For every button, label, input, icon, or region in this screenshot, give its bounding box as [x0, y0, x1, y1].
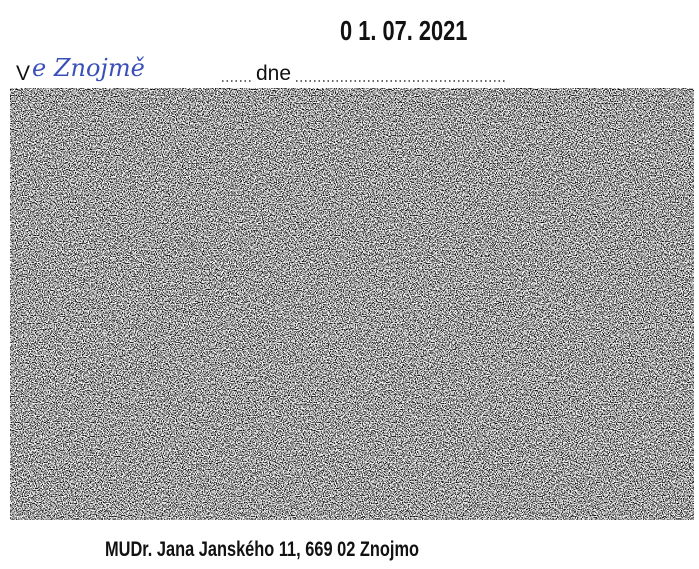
date-label: dne [256, 62, 291, 85]
redacted-area [10, 88, 694, 520]
handwritten-place: e Znojmě [32, 54, 145, 82]
place-prefix: V [16, 62, 30, 85]
date-stamp: 0 1. 07. 2021 [340, 15, 467, 46]
footer-address: MUDr. Jana Janského 11, 669 02 Znojmo [105, 537, 419, 560]
